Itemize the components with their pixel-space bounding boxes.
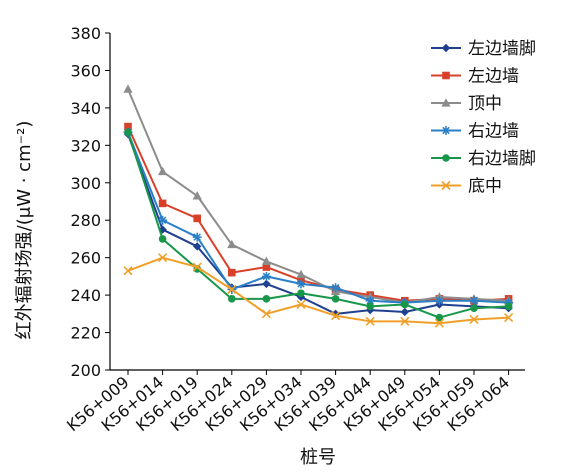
legend-marker <box>442 154 450 162</box>
y-tick-label: 340 <box>70 99 101 118</box>
data-point <box>193 242 202 251</box>
legend-label: 顶中 <box>468 94 502 114</box>
data-point <box>296 299 306 310</box>
data-point <box>228 268 236 277</box>
series-5 <box>124 128 513 322</box>
y-tick-label: 280 <box>70 211 101 230</box>
data-point <box>262 263 271 271</box>
series-line <box>127 256 509 325</box>
data-point <box>228 295 236 303</box>
data-point <box>158 235 167 243</box>
plot-area <box>123 84 514 328</box>
data-point <box>192 262 202 272</box>
data-point <box>124 122 132 131</box>
data-point <box>262 295 271 303</box>
legend-marker <box>441 98 451 107</box>
legend-marker <box>441 43 451 53</box>
legend-marker <box>441 126 451 135</box>
legend-entry: 左边墙脚 <box>431 39 536 59</box>
data-point <box>158 215 168 225</box>
legend-label: 左边墙脚 <box>468 39 536 59</box>
data-point <box>470 304 478 313</box>
data-point <box>365 316 375 326</box>
legend-marker <box>441 180 451 191</box>
y-axis-ticks: 200 220 240 260 280 300 320 340 360 380 <box>70 24 110 380</box>
data-point <box>261 309 271 319</box>
y-tick-label: 200 <box>70 361 101 380</box>
data-point <box>296 269 306 279</box>
data-point <box>193 214 201 223</box>
y-tick-label: 320 <box>70 136 101 155</box>
y-tick-label: 260 <box>70 249 101 268</box>
data-point <box>400 316 410 326</box>
legend-label: 左边墙 <box>468 67 519 87</box>
data-point <box>123 266 133 276</box>
legend-entry: 顶中 <box>431 94 502 114</box>
data-point <box>296 279 306 289</box>
data-point <box>365 296 375 306</box>
data-point <box>123 84 133 93</box>
series-line <box>127 131 509 304</box>
data-point <box>469 296 479 306</box>
data-point <box>158 199 167 208</box>
legend-entry: 右边墙 <box>431 122 519 142</box>
data-point <box>434 296 444 306</box>
data-point <box>227 284 237 295</box>
data-point <box>469 314 479 325</box>
data-point <box>192 191 202 200</box>
series-line <box>127 88 509 304</box>
legend-label: 右边墙脚 <box>468 149 536 169</box>
data-point <box>434 318 444 328</box>
series-6 <box>123 253 514 328</box>
series-line <box>127 126 509 302</box>
series-4 <box>123 127 514 308</box>
data-point <box>227 239 237 249</box>
legend-entry: 右边墙脚 <box>431 149 536 169</box>
data-point <box>435 313 444 322</box>
data-point <box>297 289 305 298</box>
data-point <box>192 232 202 242</box>
data-point <box>400 307 409 317</box>
y-tick-label: 240 <box>70 286 101 305</box>
data-point <box>366 302 375 311</box>
series-line <box>127 131 509 319</box>
y-axis-title: 红外辐射场强/(μW · cm⁻²) <box>14 121 35 340</box>
data-point <box>261 256 271 266</box>
series-3 <box>123 84 514 307</box>
legend-entry: 底中 <box>431 177 502 197</box>
data-point <box>158 253 168 263</box>
legend-label: 右边墙 <box>468 122 519 142</box>
y-tick-label: 360 <box>70 61 101 80</box>
data-point <box>158 166 168 176</box>
x-axis-title: 桩号 <box>300 447 336 468</box>
series-2 <box>124 122 513 305</box>
data-point <box>331 283 341 293</box>
y-tick-label: 300 <box>70 174 101 193</box>
data-point <box>261 271 271 281</box>
legend-marker <box>442 71 450 80</box>
legend-label: 底中 <box>468 177 502 197</box>
data-point <box>331 295 340 303</box>
x-axis-ticks: K56+009K56+014K56+019K56+024K56+029K56+0… <box>63 370 513 435</box>
data-point <box>401 300 409 309</box>
series-line <box>127 133 509 315</box>
y-tick-label: 220 <box>70 324 101 343</box>
y-tick-label: 380 <box>70 24 101 43</box>
data-point <box>504 302 513 311</box>
legend-entry: 左边墙 <box>431 67 519 87</box>
data-point <box>504 313 514 323</box>
data-point <box>331 311 341 321</box>
data-point <box>124 128 132 137</box>
data-point <box>262 279 271 289</box>
axes <box>109 33 525 371</box>
